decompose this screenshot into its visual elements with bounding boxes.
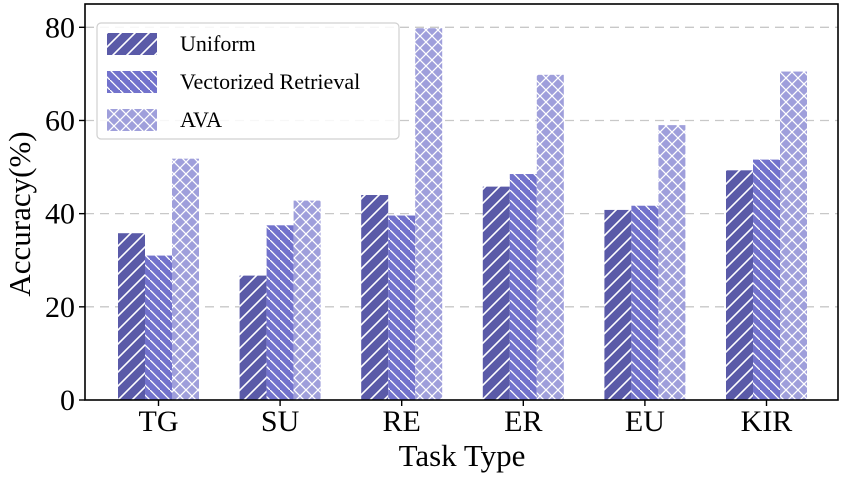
- bar-ava-re: [415, 28, 443, 400]
- tick-labels: 0 20 40 60 80 TG SU RE ER EU KIR: [45, 11, 792, 438]
- bar-vectorized-retrieval-kir: [753, 159, 780, 400]
- bar-uniform-re: [361, 195, 389, 400]
- bar-vectorized-retrieval-re: [388, 215, 416, 400]
- y-tick-label: 60: [45, 104, 75, 137]
- axes: [84, 3, 839, 401]
- x-tick-label-kir: KIR: [741, 405, 793, 438]
- bar-vectorized-retrieval-er: [509, 174, 537, 400]
- x-axis-title: Task Type: [399, 438, 526, 473]
- legend-swatch-vectorized-retrieval: [107, 71, 157, 93]
- legend-label-uniform: Uniform: [180, 31, 256, 56]
- legend-swatch-uniform: [107, 33, 157, 55]
- legend-label-ava: AVA: [180, 107, 222, 132]
- y-axis-title: Accuracy(%): [2, 131, 37, 296]
- legend-swatch-ava: [107, 109, 157, 131]
- x-tick-label-eu: EU: [625, 405, 665, 438]
- bar-uniform-tg: [118, 233, 145, 400]
- y-tick-label: 20: [45, 291, 75, 324]
- x-tick-label-re: RE: [383, 405, 421, 438]
- bar-uniform-kir: [726, 170, 753, 400]
- bar-vectorized-retrieval-su: [266, 225, 294, 400]
- x-tick-label-su: SU: [261, 405, 300, 438]
- bar-vectorized-retrieval-eu: [631, 205, 659, 400]
- x-tick-label-er: ER: [504, 405, 542, 438]
- bar-ava-su: [293, 200, 321, 400]
- y-tick-label: 80: [45, 11, 75, 44]
- legend-label-vectorized-retrieval: Vectorized Retrieval: [180, 69, 360, 94]
- y-tick-label: 40: [45, 198, 75, 231]
- legend: Uniform Vectorized Retrieval AVA: [96, 22, 400, 140]
- bar-vectorized-retrieval-tg: [145, 255, 172, 400]
- bar-ava-kir: [780, 71, 807, 400]
- y-tick-label: 0: [60, 384, 75, 417]
- x-tick-label-tg: TG: [139, 405, 179, 438]
- bar-ava-er: [536, 74, 564, 400]
- bar-uniform-er: [482, 186, 510, 400]
- bar-ava-tg: [172, 158, 199, 400]
- bar-ava-eu: [658, 125, 686, 401]
- bars: [118, 28, 807, 401]
- bar-uniform-su: [239, 275, 267, 400]
- plot-frame: [84, 3, 839, 401]
- legend-box: [96, 22, 400, 140]
- bar-uniform-eu: [604, 209, 632, 400]
